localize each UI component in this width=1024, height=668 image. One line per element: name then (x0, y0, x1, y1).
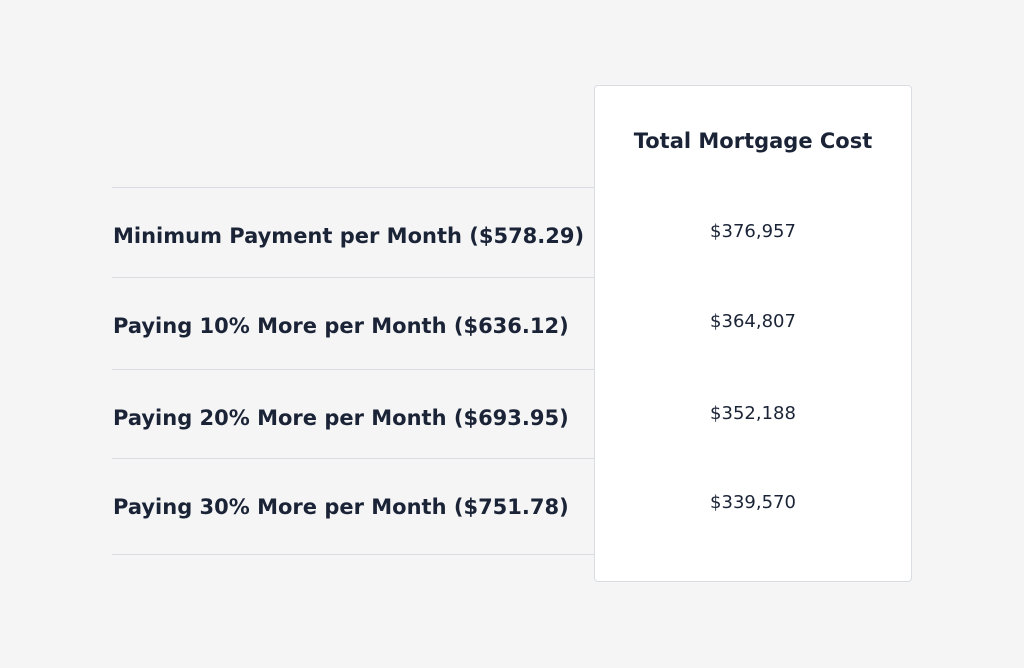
row-value: $376,957 (710, 221, 796, 242)
row-divider (112, 277, 594, 278)
row-divider (112, 187, 594, 188)
row-value: $364,807 (710, 311, 796, 332)
row-value: $339,570 (710, 492, 796, 513)
highlight-card (594, 85, 912, 582)
row-label: Paying 10% More per Month ($636.12) (113, 314, 569, 338)
row-divider (112, 369, 594, 370)
row-label: Paying 30% More per Month ($751.78) (113, 495, 569, 519)
row-label: Minimum Payment per Month ($578.29) (113, 224, 585, 248)
row-label: Paying 20% More per Month ($693.95) (113, 406, 569, 430)
column-header: Total Mortgage Cost (633, 129, 873, 153)
row-value: $352,188 (710, 403, 796, 424)
row-divider (112, 554, 594, 555)
row-divider (112, 458, 594, 459)
